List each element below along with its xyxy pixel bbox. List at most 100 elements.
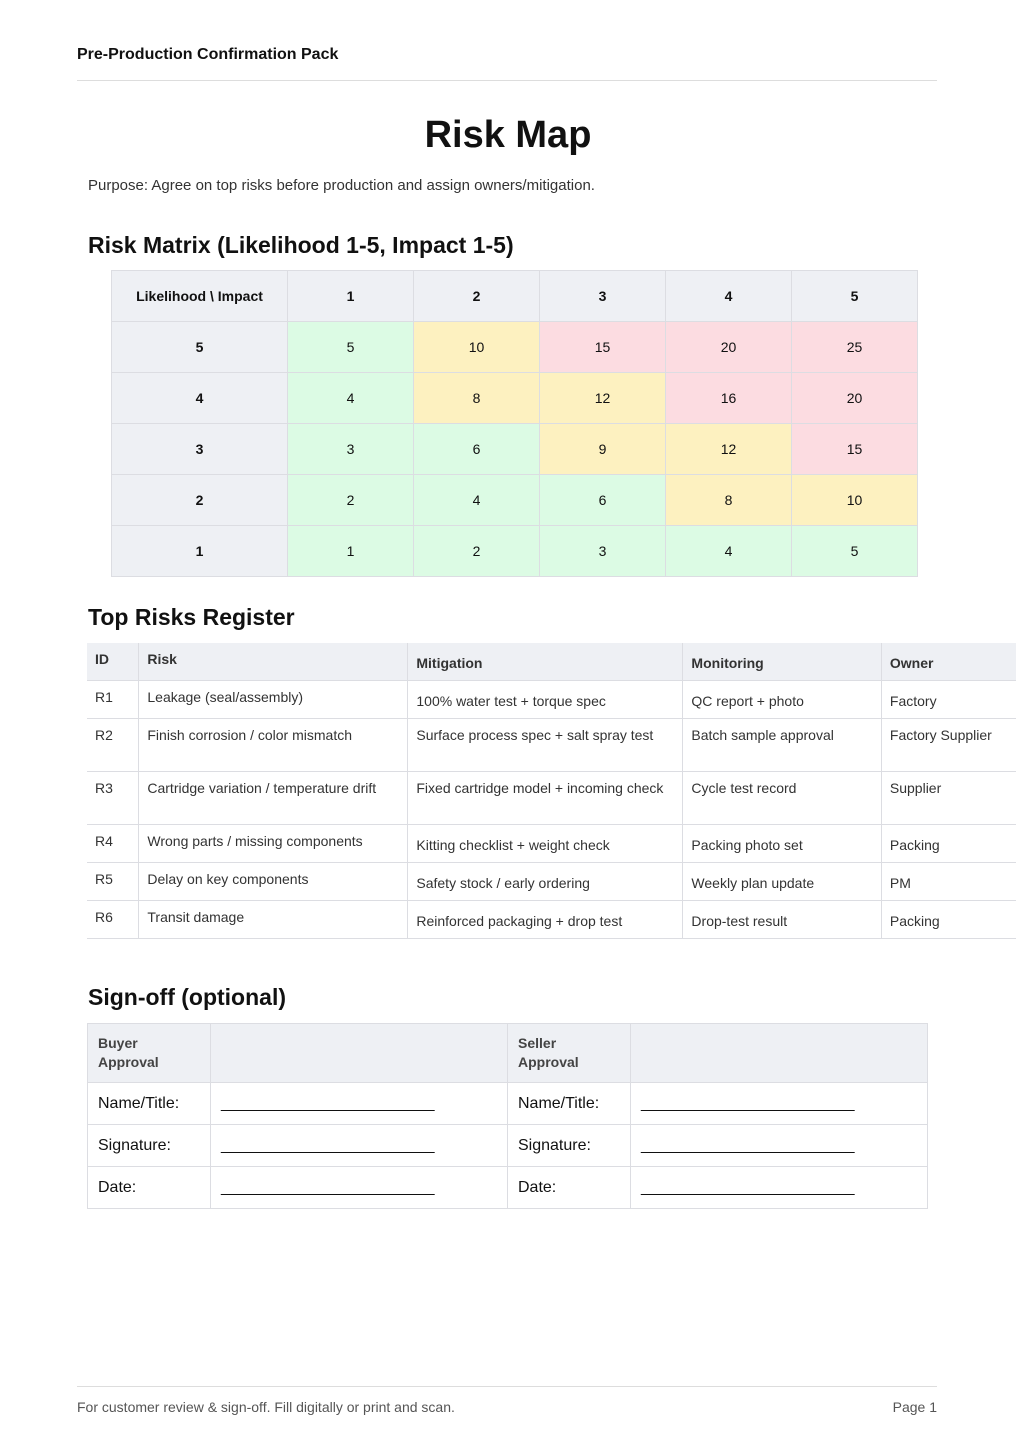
impact-header: 1: [287, 270, 414, 322]
mitigation: Reinforced packaging + drop test: [407, 900, 683, 939]
mitigation: 100% water test + torque spec: [407, 680, 683, 719]
likelihood-header: 3: [111, 423, 288, 475]
signoff-row: Signature: ________________________ Signat…: [87, 1124, 928, 1167]
matrix-header-row: Likelihood \ Impact 1 2 3 4 5: [111, 270, 918, 322]
impact-header: 4: [665, 270, 792, 322]
risk: Transit damage: [138, 900, 408, 939]
owner: Factory: [880, 680, 1016, 719]
matrix-cell: 4: [665, 525, 792, 577]
matrix-cell: 15: [539, 321, 666, 373]
risk: Wrong parts / missing components: [138, 824, 408, 863]
signoff-heading: Sign-off (optional): [88, 984, 286, 1010]
matrix-cell: 10: [791, 474, 918, 526]
buyer-field-label: Signature:: [87, 1124, 211, 1167]
monitoring: Cycle test record: [682, 771, 882, 825]
signoff-table: Buyer Approval Seller Approval Name/Title:…: [87, 1023, 928, 1209]
purpose: Purpose: Agree on top risks before produ…: [88, 177, 595, 194]
matrix-cell: 16: [665, 372, 792, 424]
footer-note: For customer review & sign-off. Fill dig…: [77, 1399, 455, 1415]
risk: Delay on key components: [138, 862, 408, 901]
matrix-cell: 15: [791, 423, 918, 475]
matrix-cell: 9: [539, 423, 666, 475]
monitoring: Batch sample approval: [682, 718, 882, 772]
page-number: Page 1: [892, 1399, 937, 1415]
register-header-row: ID Risk Mitigation Monitoring Owner: [87, 643, 1016, 681]
blank-header: [210, 1023, 508, 1083]
buyer-signature-line[interactable]: ________________________: [210, 1082, 508, 1125]
risk-register: ID Risk Mitigation Monitoring Owner R1 Leakage…: [87, 643, 1016, 939]
likelihood-header: 1: [111, 525, 288, 577]
likelihood-header: 5: [111, 321, 288, 373]
seller-field-label: Date:: [507, 1166, 631, 1209]
matrix-cell: 3: [539, 525, 666, 577]
seller-signature-line[interactable]: ________________________: [630, 1124, 928, 1167]
mitigation: Kitting checklist + weight check: [407, 824, 683, 863]
table-row: R5 Delay on key components Safety stock / …: [87, 862, 1016, 901]
owner: Packing: [880, 824, 1016, 863]
seller-field-label: Signature:: [507, 1124, 631, 1167]
risk-id: R5: [87, 862, 139, 901]
matrix-cell: 3: [287, 423, 414, 475]
buyer-field-label: Date:: [87, 1166, 211, 1209]
table-row: R6 Transit damage Reinforced packaging + d…: [87, 900, 1016, 939]
matrix-cell: 2: [413, 525, 540, 577]
matrix-cell: 12: [539, 372, 666, 424]
risk-id: R4: [87, 824, 139, 863]
buyer-approval-label: Buyer Approval: [87, 1023, 211, 1083]
owner: PM: [880, 862, 1016, 901]
buyer-signature-line[interactable]: ________________________: [210, 1166, 508, 1209]
owner: Supplier: [880, 771, 1016, 825]
impact-header: 2: [413, 270, 540, 322]
owner: Packing: [880, 900, 1016, 939]
matrix-row: 2 2 4 6 8 10: [111, 474, 918, 526]
impact-header: 3: [539, 270, 666, 322]
matrix-cell: 1: [287, 525, 414, 577]
matrix-cell: 2: [287, 474, 414, 526]
monitoring: Packing photo set: [682, 824, 882, 863]
matrix-cell: 5: [791, 525, 918, 577]
signoff-header-row: Buyer Approval Seller Approval: [87, 1023, 928, 1083]
risk-matrix: Likelihood \ Impact 1 2 3 4 5 5 5 10 15 20 25 4 4 8 12 1…: [111, 270, 918, 577]
monitoring: Drop-test result: [682, 900, 882, 939]
mitigation: Surface process spec + salt spray test: [407, 718, 683, 772]
matrix-cell: 20: [665, 321, 792, 373]
buyer-field-label: Name/Title:: [87, 1082, 211, 1125]
column-header: Owner: [880, 643, 1016, 681]
blank-header: [630, 1023, 928, 1083]
seller-signature-line[interactable]: ________________________: [630, 1082, 928, 1125]
seller-signature-line[interactable]: ________________________: [630, 1166, 928, 1209]
doc-header: Pre-Production Confirmation Pack: [77, 46, 339, 63]
risk: Finish corrosion / color mismatch: [138, 718, 408, 772]
table-row: R3 Cartridge variation / temperature drif…: [87, 771, 1016, 825]
signoff-row: Name/Title: ________________________ Name/…: [87, 1082, 928, 1125]
signoff-row: Date: ________________________ Date: ______…: [87, 1166, 928, 1209]
risk-id: R1: [87, 680, 139, 719]
matrix-cell: 8: [665, 474, 792, 526]
risk-id: R3: [87, 771, 139, 825]
matrix-heading: Risk Matrix (Likelihood 1-5, Impact 1-5): [88, 232, 514, 258]
matrix-cell: 25: [791, 321, 918, 373]
buyer-signature-line[interactable]: ________________________: [210, 1124, 508, 1167]
divider: [77, 80, 937, 81]
matrix-cell: 10: [413, 321, 540, 373]
page-title: Risk Map: [424, 114, 592, 156]
register-heading: Top Risks Register: [88, 604, 295, 630]
risk-id: R6: [87, 900, 139, 939]
risk: Cartridge variation / temperature drift: [138, 771, 408, 825]
divider: [77, 1386, 937, 1387]
likelihood-header: 2: [111, 474, 288, 526]
matrix-cell: 8: [413, 372, 540, 424]
risk-id: R2: [87, 718, 139, 772]
matrix-row: 5 5 10 15 20 25: [111, 321, 918, 373]
column-header: Monitoring: [682, 643, 882, 681]
matrix-cell: 6: [539, 474, 666, 526]
matrix-cell: 4: [413, 474, 540, 526]
risk: Leakage (seal/assembly): [138, 680, 408, 719]
column-header: Mitigation: [407, 643, 683, 681]
matrix-cell: 4: [287, 372, 414, 424]
mitigation: Safety stock / early ordering: [407, 862, 683, 901]
seller-approval-label: Seller Approval: [507, 1023, 631, 1083]
likelihood-header: 4: [111, 372, 288, 424]
table-row: R4 Wrong parts / missing components Kittin…: [87, 824, 1016, 863]
